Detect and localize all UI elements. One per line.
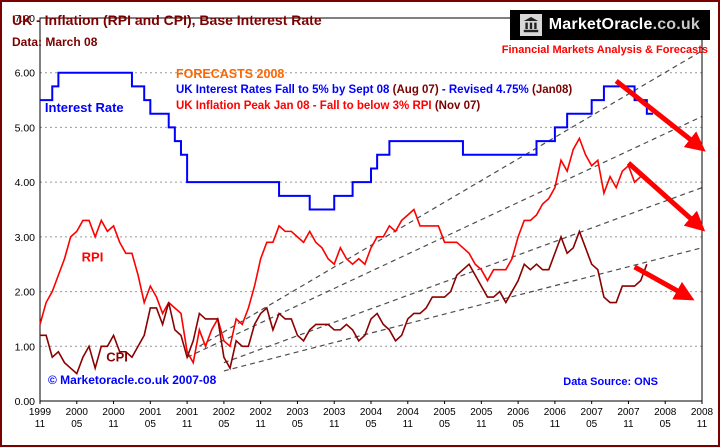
svg-text:2.00: 2.00 <box>15 287 36 299</box>
svg-text:2008: 2008 <box>691 407 714 418</box>
inflation-forecast-text: UK Inflation Peak Jan 08 - Fall to below… <box>176 100 435 112</box>
svg-text:2001: 2001 <box>139 407 162 418</box>
svg-text:2003: 2003 <box>286 407 309 418</box>
svg-text:05: 05 <box>660 419 672 430</box>
svg-text:05: 05 <box>145 419 157 430</box>
svg-text:11: 11 <box>108 419 119 430</box>
svg-text:11: 11 <box>623 419 634 430</box>
svg-text:2006: 2006 <box>507 407 530 418</box>
chart-title-block: UK - Inflation (RPI and CPI), Base Inter… <box>12 12 322 49</box>
svg-text:2008: 2008 <box>654 407 677 418</box>
svg-text:11: 11 <box>182 419 193 430</box>
inflation-forecast-date: (Nov 07) <box>434 100 481 112</box>
svg-text:5.00: 5.00 <box>15 122 36 134</box>
svg-text:0.00: 0.00 <box>15 396 36 408</box>
svg-text:1999: 1999 <box>29 407 52 418</box>
svg-text:2007: 2007 <box>581 407 604 418</box>
svg-text:11: 11 <box>550 419 561 430</box>
rate-forecast-date1: (Aug 07) <box>392 84 439 96</box>
svg-text:CPI: CPI <box>106 350 128 365</box>
svg-text:2005: 2005 <box>470 407 493 418</box>
brand-suffix: .co.uk <box>652 16 700 33</box>
svg-text:11: 11 <box>255 419 266 430</box>
svg-text:05: 05 <box>513 419 525 430</box>
svg-text:2002: 2002 <box>250 407 273 418</box>
forecasts-heading: FORECASTS 2008 <box>176 67 285 81</box>
svg-text:2004: 2004 <box>360 407 383 418</box>
svg-text:2001: 2001 <box>176 407 199 418</box>
svg-text:2003: 2003 <box>323 407 346 418</box>
svg-text:11: 11 <box>403 419 414 430</box>
svg-text:05: 05 <box>439 419 451 430</box>
copyright: © Marketoracle.co.uk 2007-08 <box>48 373 217 387</box>
bank-icon <box>519 14 542 36</box>
rate-forecast-revision: - Revised 4.75% <box>438 84 532 96</box>
rate-forecast-line: UK Interest Rates Fall to 5% by Sept 08 … <box>176 82 572 98</box>
svg-text:6.00: 6.00 <box>15 68 36 80</box>
svg-text:05: 05 <box>365 419 377 430</box>
page-title: UK - Inflation (RPI and CPI), Base Inter… <box>12 12 322 28</box>
svg-text:2000: 2000 <box>66 407 89 418</box>
svg-text:2005: 2005 <box>433 407 456 418</box>
rate-forecast-text: UK Interest Rates Fall to 5% by Sept 08 <box>176 84 393 96</box>
logo-tagline: Financial Markets Analysis & Forecasts <box>501 44 708 56</box>
svg-text:11: 11 <box>329 419 340 430</box>
svg-text:05: 05 <box>292 419 304 430</box>
svg-text:2007: 2007 <box>617 407 640 418</box>
chart-subtitle: Data: March 08 <box>12 35 98 49</box>
svg-text:Interest Rate: Interest Rate <box>45 100 124 115</box>
svg-text:3.00: 3.00 <box>15 232 36 244</box>
svg-text:11: 11 <box>697 419 708 430</box>
svg-text:11: 11 <box>35 419 46 430</box>
svg-text:11: 11 <box>476 419 487 430</box>
svg-text:2004: 2004 <box>397 407 420 418</box>
svg-text:4.00: 4.00 <box>15 177 36 189</box>
svg-text:RPI: RPI <box>82 249 104 264</box>
svg-text:05: 05 <box>586 419 598 430</box>
svg-text:2006: 2006 <box>544 407 567 418</box>
brand-main: MarketOracle <box>548 16 653 33</box>
svg-text:2002: 2002 <box>213 407 236 418</box>
marketoracle-logo: MarketOracle.co.uk <box>509 10 710 40</box>
svg-text:1.00: 1.00 <box>15 341 36 353</box>
rate-forecast-date2: (Jan08) <box>531 84 573 96</box>
data-source: Data Source: ONS <box>563 376 658 388</box>
svg-text:7.00: 7.00 <box>15 13 36 25</box>
svg-text:05: 05 <box>218 419 230 430</box>
svg-text:05: 05 <box>71 419 83 430</box>
forecast-annotations: FORECASTS 2008 UK Interest Rates Fall to… <box>176 66 572 114</box>
inflation-forecast-line: UK Inflation Peak Jan 08 - Fall to below… <box>176 98 572 114</box>
svg-text:2000: 2000 <box>102 407 125 418</box>
brand-text: MarketOracle.co.uk <box>549 16 700 34</box>
